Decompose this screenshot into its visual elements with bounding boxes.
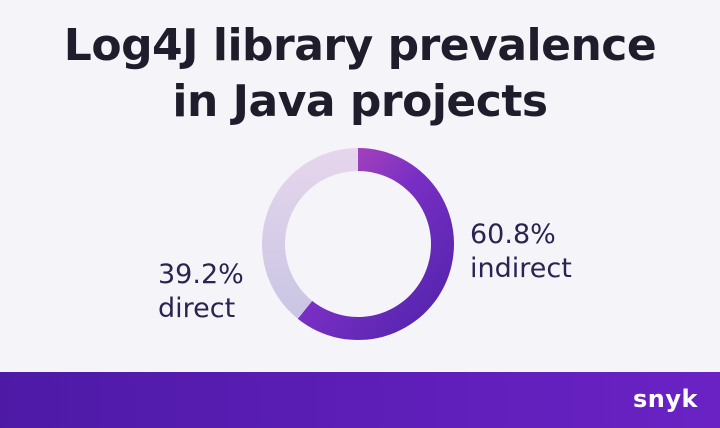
chart-title: Log4J library prevalence in Java project… [0,18,720,130]
slice-value-direct: 39.2% [158,259,244,290]
donut-slice-direct [261,148,358,319]
slice-name-indirect: indirect [470,253,572,284]
slice-label-indirect: 60.8% indirect [470,218,572,286]
chart-title-line-1: Log4J library prevalence [63,20,657,71]
slice-name-direct: direct [158,293,236,324]
footer-bar: snyk [0,372,720,428]
chart-title-line-2: in Java projects [172,76,548,127]
slice-value-indirect: 60.8% [470,219,556,250]
slice-label-direct: 39.2% direct [158,258,244,326]
donut-slice-indirect [297,148,454,341]
brand-logo: snyk [633,385,698,413]
